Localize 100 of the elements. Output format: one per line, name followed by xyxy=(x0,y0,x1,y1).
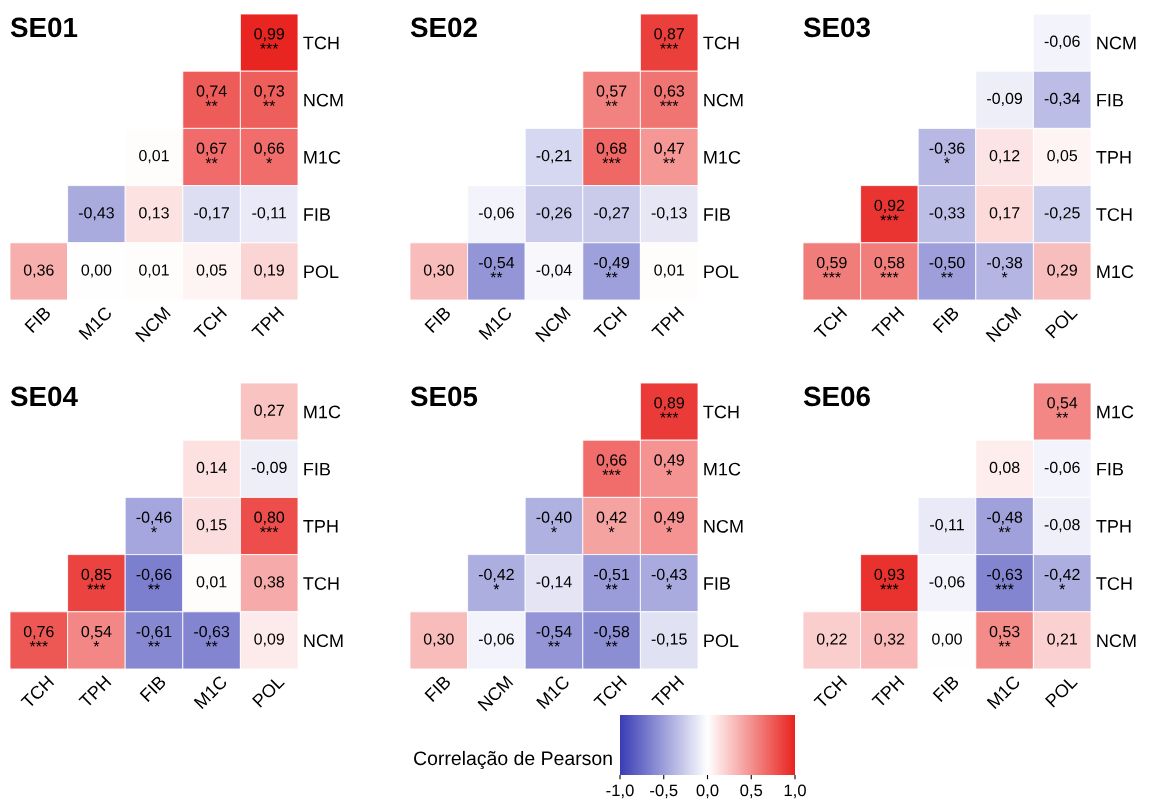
data-label: 0,14 xyxy=(196,461,227,475)
x-tick-label: TPH xyxy=(871,675,905,709)
data-label: -0,06 xyxy=(478,633,514,647)
data-label: -0,48 ** xyxy=(987,511,1023,533)
data-label: -0,08 xyxy=(1044,518,1080,533)
data-label: 0,54 ** xyxy=(1047,397,1078,418)
data-label: 0,89 *** xyxy=(654,397,684,418)
y-tick-label: FIB xyxy=(1097,93,1123,107)
data-label: -0,38 * xyxy=(987,256,1023,278)
x-tick-label: FIB xyxy=(424,306,452,333)
data-label: 0,63 *** xyxy=(654,85,685,106)
y-tick-label: M1C xyxy=(1097,405,1134,419)
data-label: 0,74 ** xyxy=(196,85,227,106)
data-label: -0,25 xyxy=(1044,207,1080,221)
chart-title: SE05 xyxy=(410,386,478,407)
chart-title: SE03 xyxy=(803,17,870,38)
data-label: 0,38 xyxy=(254,576,285,590)
data-label: -0,06 xyxy=(1044,35,1080,49)
data-label: 0,00 xyxy=(932,633,962,647)
y-tick-label: NCM xyxy=(1097,634,1136,648)
data-label: -0,42 * xyxy=(478,568,514,590)
data-label: 0,99 *** xyxy=(254,28,284,49)
y-tick-label: NCM xyxy=(704,519,743,533)
y-tick-label: M1C xyxy=(704,462,741,476)
y-tick-label: FIB xyxy=(1097,462,1123,476)
x-tick-label: POL xyxy=(1044,305,1078,339)
data-label: 0,01 xyxy=(196,576,227,590)
chart-title: SE01 xyxy=(10,17,78,38)
y-tick-label: TCH xyxy=(703,405,739,419)
x-tick-label: FIB xyxy=(932,675,960,702)
data-label: -0,58 ** xyxy=(594,625,630,647)
data-label: -0,43 xyxy=(78,207,114,221)
data-label: -0,42 * xyxy=(1044,568,1080,590)
y-tick-label: TPH xyxy=(303,520,338,533)
data-label: -0,40 * xyxy=(536,511,572,533)
y-tick-label: POL xyxy=(704,634,739,648)
data-label: -0,13 xyxy=(651,207,687,221)
data-label: 0,22 xyxy=(816,633,847,647)
data-label: 0,00 xyxy=(81,264,112,278)
y-tick-label: TCH xyxy=(303,577,339,590)
data-label: 0,85 *** xyxy=(81,568,112,590)
chart-title: SE02 xyxy=(410,17,477,38)
data-label: 0,30 xyxy=(423,633,454,647)
x-tick-label: TPH xyxy=(251,306,285,340)
color-bar-label: -1,0 xyxy=(606,784,634,799)
data-label: -0,66 ** xyxy=(136,568,172,590)
y-tick-label: M1C xyxy=(704,150,741,164)
data-label: -0,09 xyxy=(987,92,1023,106)
y-tick-label: M1C xyxy=(304,150,341,164)
data-label: 0,49 * xyxy=(654,454,684,475)
chart-title: SE06 xyxy=(803,386,870,407)
color-bar-label: -0,5 xyxy=(650,784,678,799)
data-label: 0,01 xyxy=(139,264,169,278)
data-label: 0,80 *** xyxy=(254,511,285,533)
data-label: 0,59 *** xyxy=(816,256,847,278)
data-label: 0,58 *** xyxy=(874,256,905,278)
data-label: -0,33 xyxy=(929,207,965,221)
data-label: -0,11 xyxy=(930,518,964,533)
data-label: 0,05 xyxy=(196,264,227,278)
y-tick-label: POL xyxy=(704,265,739,279)
data-label: 0,47 ** xyxy=(654,142,684,164)
y-tick-label: NCM xyxy=(304,93,343,107)
data-label: -0,49 ** xyxy=(594,256,630,278)
y-tick-label: FIB xyxy=(304,462,330,476)
y-tick-label: NCM xyxy=(704,93,743,107)
data-label: -0,26 xyxy=(536,207,572,221)
data-label: 0,66 * xyxy=(254,142,285,164)
y-tick-label: M1C xyxy=(304,405,341,419)
data-label: 0,49 * xyxy=(654,511,684,533)
data-label: 0,17 xyxy=(989,207,1020,221)
data-label: 0,08 xyxy=(989,461,1020,475)
data-label: -0,09 xyxy=(251,461,287,475)
x-tick-label: TPH xyxy=(651,675,685,709)
x-tick-label: TPH xyxy=(651,306,685,340)
y-tick-label: TPH xyxy=(1096,151,1131,164)
x-tick-label: FIB xyxy=(24,306,52,333)
data-label: -0,36 * xyxy=(929,142,965,164)
data-label: 0,36 xyxy=(23,264,54,278)
data-label: 0,66 *** xyxy=(596,454,627,475)
data-label: 0,01 xyxy=(654,264,684,278)
data-label: 0,87 *** xyxy=(654,28,684,49)
data-label: -0,11 xyxy=(252,207,287,221)
color-bar-label: 0,0 xyxy=(696,784,719,799)
x-tick-label: POL xyxy=(1044,674,1078,708)
data-label: 0,93 *** xyxy=(874,568,905,590)
data-label: 0,68 *** xyxy=(596,142,627,164)
y-tick-label: TCH xyxy=(1096,208,1132,221)
x-tick-label: FIB xyxy=(932,306,960,333)
y-tick-label: TCH xyxy=(703,36,739,50)
data-label: -0,15 xyxy=(651,633,687,647)
y-tick-label: M1C xyxy=(1097,265,1134,279)
data-label: 0,32 xyxy=(874,633,905,647)
x-tick-label: POL xyxy=(251,674,285,708)
data-label: 0,15 xyxy=(196,518,227,533)
data-label: 0,67 ** xyxy=(196,142,227,164)
y-tick-label: NCM xyxy=(304,634,343,648)
data-label: 0,76 *** xyxy=(23,625,54,647)
data-label: 0,09 xyxy=(254,633,284,647)
data-label: -0,06 xyxy=(1044,461,1080,475)
data-label: -0,21 xyxy=(536,149,572,164)
